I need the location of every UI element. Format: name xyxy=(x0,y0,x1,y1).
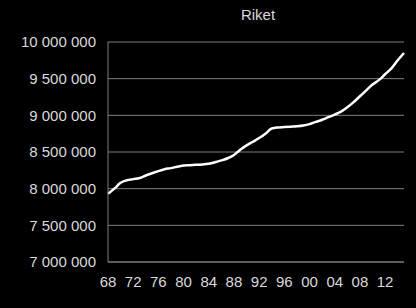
html-text:Riket: Riket xyxy=(240,6,276,23)
svg-text:80: 80 xyxy=(175,273,192,290)
svg-text:96: 96 xyxy=(276,273,293,290)
svg-text:8 500 000: 8 500 000 xyxy=(29,143,96,160)
svg-text:08: 08 xyxy=(352,273,369,290)
svg-text:12: 12 xyxy=(377,273,394,290)
svg-text:88: 88 xyxy=(226,273,243,290)
svg-text:7 000 000: 7 000 000 xyxy=(29,253,96,270)
svg-text:00: 00 xyxy=(301,273,318,290)
svg-text:10 000 000: 10 000 000 xyxy=(21,33,96,50)
svg-text:9 500 000: 9 500 000 xyxy=(29,70,96,87)
svg-text:68: 68 xyxy=(100,273,117,290)
svg-text:84: 84 xyxy=(200,273,217,290)
svg-text:72: 72 xyxy=(125,273,142,290)
svg-text:9 000 000: 9 000 000 xyxy=(29,107,96,124)
svg-text:76: 76 xyxy=(150,273,167,290)
svg-text:04: 04 xyxy=(326,273,343,290)
svg-text:7 500 000: 7 500 000 xyxy=(29,217,96,234)
svg-text:92: 92 xyxy=(251,273,268,290)
svg-text:8 000 000: 8 000 000 xyxy=(29,180,96,197)
